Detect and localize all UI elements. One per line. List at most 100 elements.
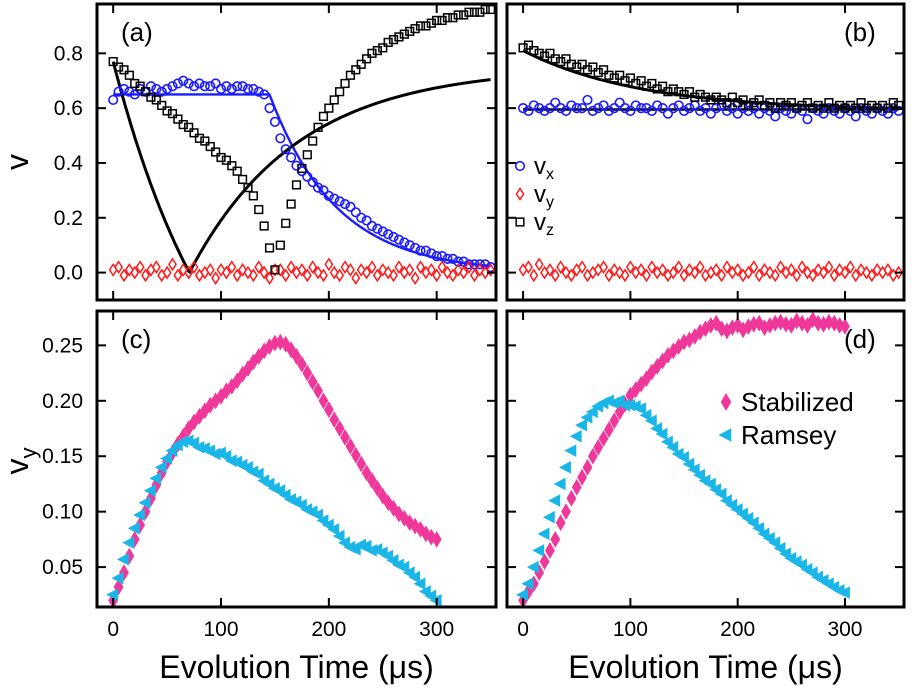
data-point-vx — [318, 185, 329, 196]
data-point-vz — [888, 98, 898, 108]
data-point-vx — [205, 81, 216, 92]
data-point-vy — [829, 268, 839, 283]
data-point-Ramsey — [634, 402, 647, 415]
data-point-vx — [215, 83, 227, 95]
data-point-vz — [706, 95, 716, 105]
data-point-vz — [872, 103, 882, 113]
data-point-vz — [829, 103, 839, 113]
data-point-Stabilized — [372, 479, 383, 497]
data-point-vy — [883, 262, 893, 277]
data-point-vz — [426, 18, 436, 28]
plot-frame — [505, 2, 906, 302]
data-point-vz — [861, 103, 872, 113]
data-point-vz — [399, 29, 409, 39]
data-point-vy — [389, 268, 399, 283]
data-point-Stabilized — [329, 411, 340, 429]
data-point-vz — [743, 100, 754, 111]
data-point-vz — [598, 65, 609, 75]
data-point-vz — [856, 98, 866, 108]
data-point-Ramsey — [666, 441, 679, 454]
data-point-vx — [732, 108, 743, 119]
data-point-vz — [620, 76, 630, 86]
plot-frame — [505, 309, 906, 609]
data-point-vx — [280, 144, 291, 155]
data-point-vx — [855, 103, 867, 114]
data-point-vx — [813, 105, 824, 116]
data-point-Stabilized — [243, 360, 253, 378]
x-tick-label: 300 — [827, 618, 862, 641]
series-vx — [518, 94, 904, 125]
data-point-vx — [151, 83, 162, 95]
data-point-vz — [405, 26, 415, 37]
data-point-vx — [410, 242, 421, 254]
data-point-Stabilized — [577, 468, 588, 486]
data-point-vy — [674, 260, 684, 274]
data-point-vx — [636, 103, 647, 114]
data-point-vy — [383, 265, 393, 280]
data-point-vx — [662, 108, 674, 119]
data-point-vz — [200, 136, 210, 146]
fit-line-vz — [111, 61, 491, 275]
x-tick-label: 0 — [517, 618, 529, 641]
data-point-Ramsey — [332, 529, 345, 543]
data-point-vx — [528, 100, 539, 111]
data-point-vz — [356, 59, 366, 69]
data-point-vx — [603, 105, 615, 116]
data-point-vz — [781, 100, 791, 111]
data-point-Ramsey — [429, 594, 442, 607]
data-point-vy — [151, 260, 161, 274]
data-point-vy — [808, 268, 818, 283]
data-point-Stabilized — [571, 478, 582, 496]
data-point-vz — [227, 161, 237, 171]
data-point-vz — [813, 100, 823, 111]
data-point-vy — [711, 262, 721, 277]
data-point-Ramsey — [364, 544, 377, 557]
data-point-vx — [518, 103, 529, 114]
data-point-vz — [556, 56, 566, 67]
legend-label-vx: vx — [534, 153, 554, 183]
data-point-vz — [313, 122, 323, 132]
data-point-vz — [211, 147, 221, 157]
data-point-vy — [378, 262, 388, 277]
data-point-vz — [604, 70, 614, 80]
data-point-Ramsey — [526, 560, 539, 574]
data-point-vz — [690, 92, 700, 102]
x-tick-label: 100 — [613, 618, 648, 641]
data-point-vx — [113, 86, 124, 97]
data-point-Ramsey — [208, 447, 221, 461]
series-Stabilized — [108, 333, 442, 609]
y-tick-label: 0.6 — [54, 97, 83, 120]
data-point-vz — [216, 152, 226, 163]
data-point-vx — [302, 171, 313, 182]
data-point-vy — [189, 260, 199, 274]
legend-marker-vx — [514, 160, 526, 172]
data-point-vz — [459, 10, 469, 20]
data-point-vy — [529, 268, 539, 283]
data-point-vz — [383, 37, 393, 47]
data-point-vy — [486, 262, 496, 277]
data-point-vy — [464, 260, 474, 274]
data-point-Stabilized — [770, 314, 781, 332]
data-point-vz — [442, 13, 453, 23]
data-point-vz — [113, 62, 124, 72]
data-point-vx — [668, 103, 679, 114]
data-point-Stabilized — [598, 430, 609, 447]
x-tick-label: 100 — [203, 618, 238, 641]
data-point-Ramsey — [644, 414, 657, 428]
panel-d: 0 100 200 300 (d) Evolution Time (μs) Stabiliz… — [505, 309, 906, 685]
data-point-vx — [823, 103, 834, 114]
data-point-vz — [340, 78, 350, 89]
data-point-vz — [486, 4, 496, 15]
data-point-vx — [145, 81, 157, 92]
data-point-vy — [566, 268, 576, 283]
data-point-vz — [167, 109, 178, 119]
panel-label: (a) — [121, 17, 153, 47]
y-tick-label: 0.05 — [42, 556, 83, 579]
data-point-vy — [265, 271, 275, 285]
data-point-Ramsey — [585, 405, 598, 419]
data-point-vz — [335, 87, 345, 97]
data-point-vz — [329, 95, 339, 105]
data-point-vy — [722, 260, 732, 274]
data-point-vx — [366, 220, 378, 232]
data-point-vy — [545, 262, 555, 277]
